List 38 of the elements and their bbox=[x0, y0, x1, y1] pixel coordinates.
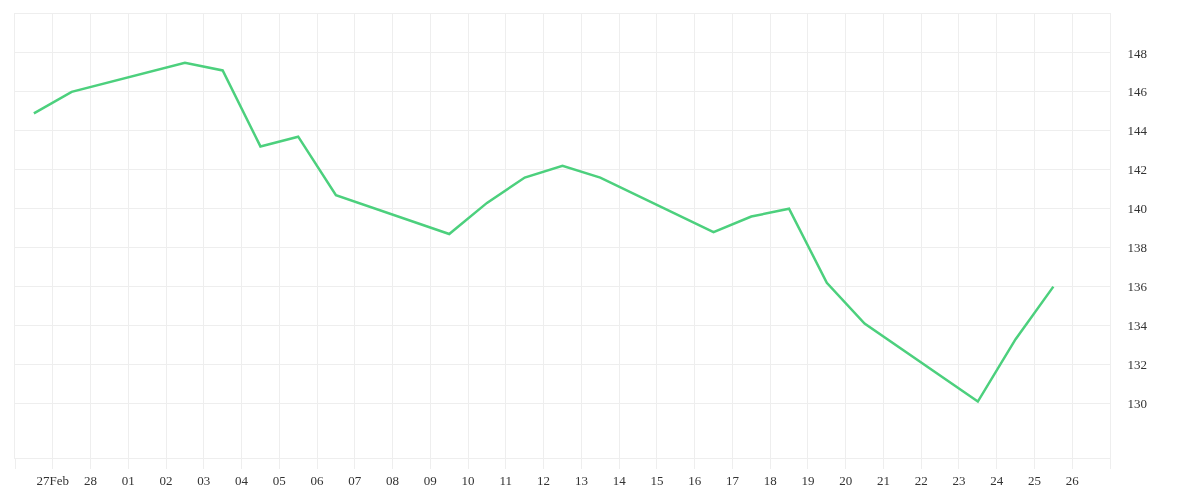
x-tick-label: 26 bbox=[1065, 472, 1080, 488]
y-tick-label: 146 bbox=[1127, 84, 1148, 100]
x-tick-label: 05 bbox=[272, 472, 286, 488]
y-tick-label: 134 bbox=[1127, 318, 1148, 334]
x-tick-label: 27Feb bbox=[36, 472, 70, 488]
y-tick-label: 136 bbox=[1127, 279, 1148, 295]
x-tick-label: 17 bbox=[725, 472, 740, 488]
y-tick-label: 130 bbox=[1127, 396, 1148, 412]
x-tick-label: 13 bbox=[574, 472, 588, 488]
x-tick-label: 03 bbox=[197, 472, 211, 488]
x-tick-label: 28 bbox=[84, 472, 98, 488]
x-tick-label: 19 bbox=[801, 472, 815, 488]
x-tick-label: 16 bbox=[688, 472, 702, 488]
x-tick-label: 23 bbox=[952, 472, 966, 488]
x-tick-label: 06 bbox=[310, 472, 325, 488]
x-tick-label: 09 bbox=[423, 472, 437, 488]
x-tick-label: 10 bbox=[461, 472, 475, 488]
x-tick-label: 24 bbox=[990, 472, 1004, 488]
x-tick-label: 08 bbox=[386, 472, 400, 488]
x-tick-label: 04 bbox=[235, 472, 249, 488]
x-tick-label: 25 bbox=[1027, 472, 1041, 488]
x-tick-label: 14 bbox=[612, 472, 627, 488]
y-tick-label: 140 bbox=[1127, 201, 1148, 217]
y-tick-label: 132 bbox=[1127, 357, 1148, 373]
y-tick-label: 138 bbox=[1127, 240, 1148, 256]
x-tick-label: 18 bbox=[763, 472, 777, 488]
x-tick-label: 21 bbox=[876, 472, 890, 488]
x-tick-label: 22 bbox=[914, 472, 928, 488]
y-tick-label: 144 bbox=[1127, 123, 1148, 139]
x-tick-label: 12 bbox=[537, 472, 551, 488]
x-tick-label: 15 bbox=[650, 472, 664, 488]
y-tick-label: 142 bbox=[1127, 162, 1148, 178]
y-tick-label: 148 bbox=[1127, 45, 1148, 61]
x-tick-label: 11 bbox=[499, 472, 513, 488]
x-tick-label: 20 bbox=[839, 472, 853, 488]
x-tick-label: 07 bbox=[348, 472, 362, 488]
x-tick-label: 02 bbox=[159, 472, 173, 488]
x-tick-label: 01 bbox=[121, 472, 135, 488]
